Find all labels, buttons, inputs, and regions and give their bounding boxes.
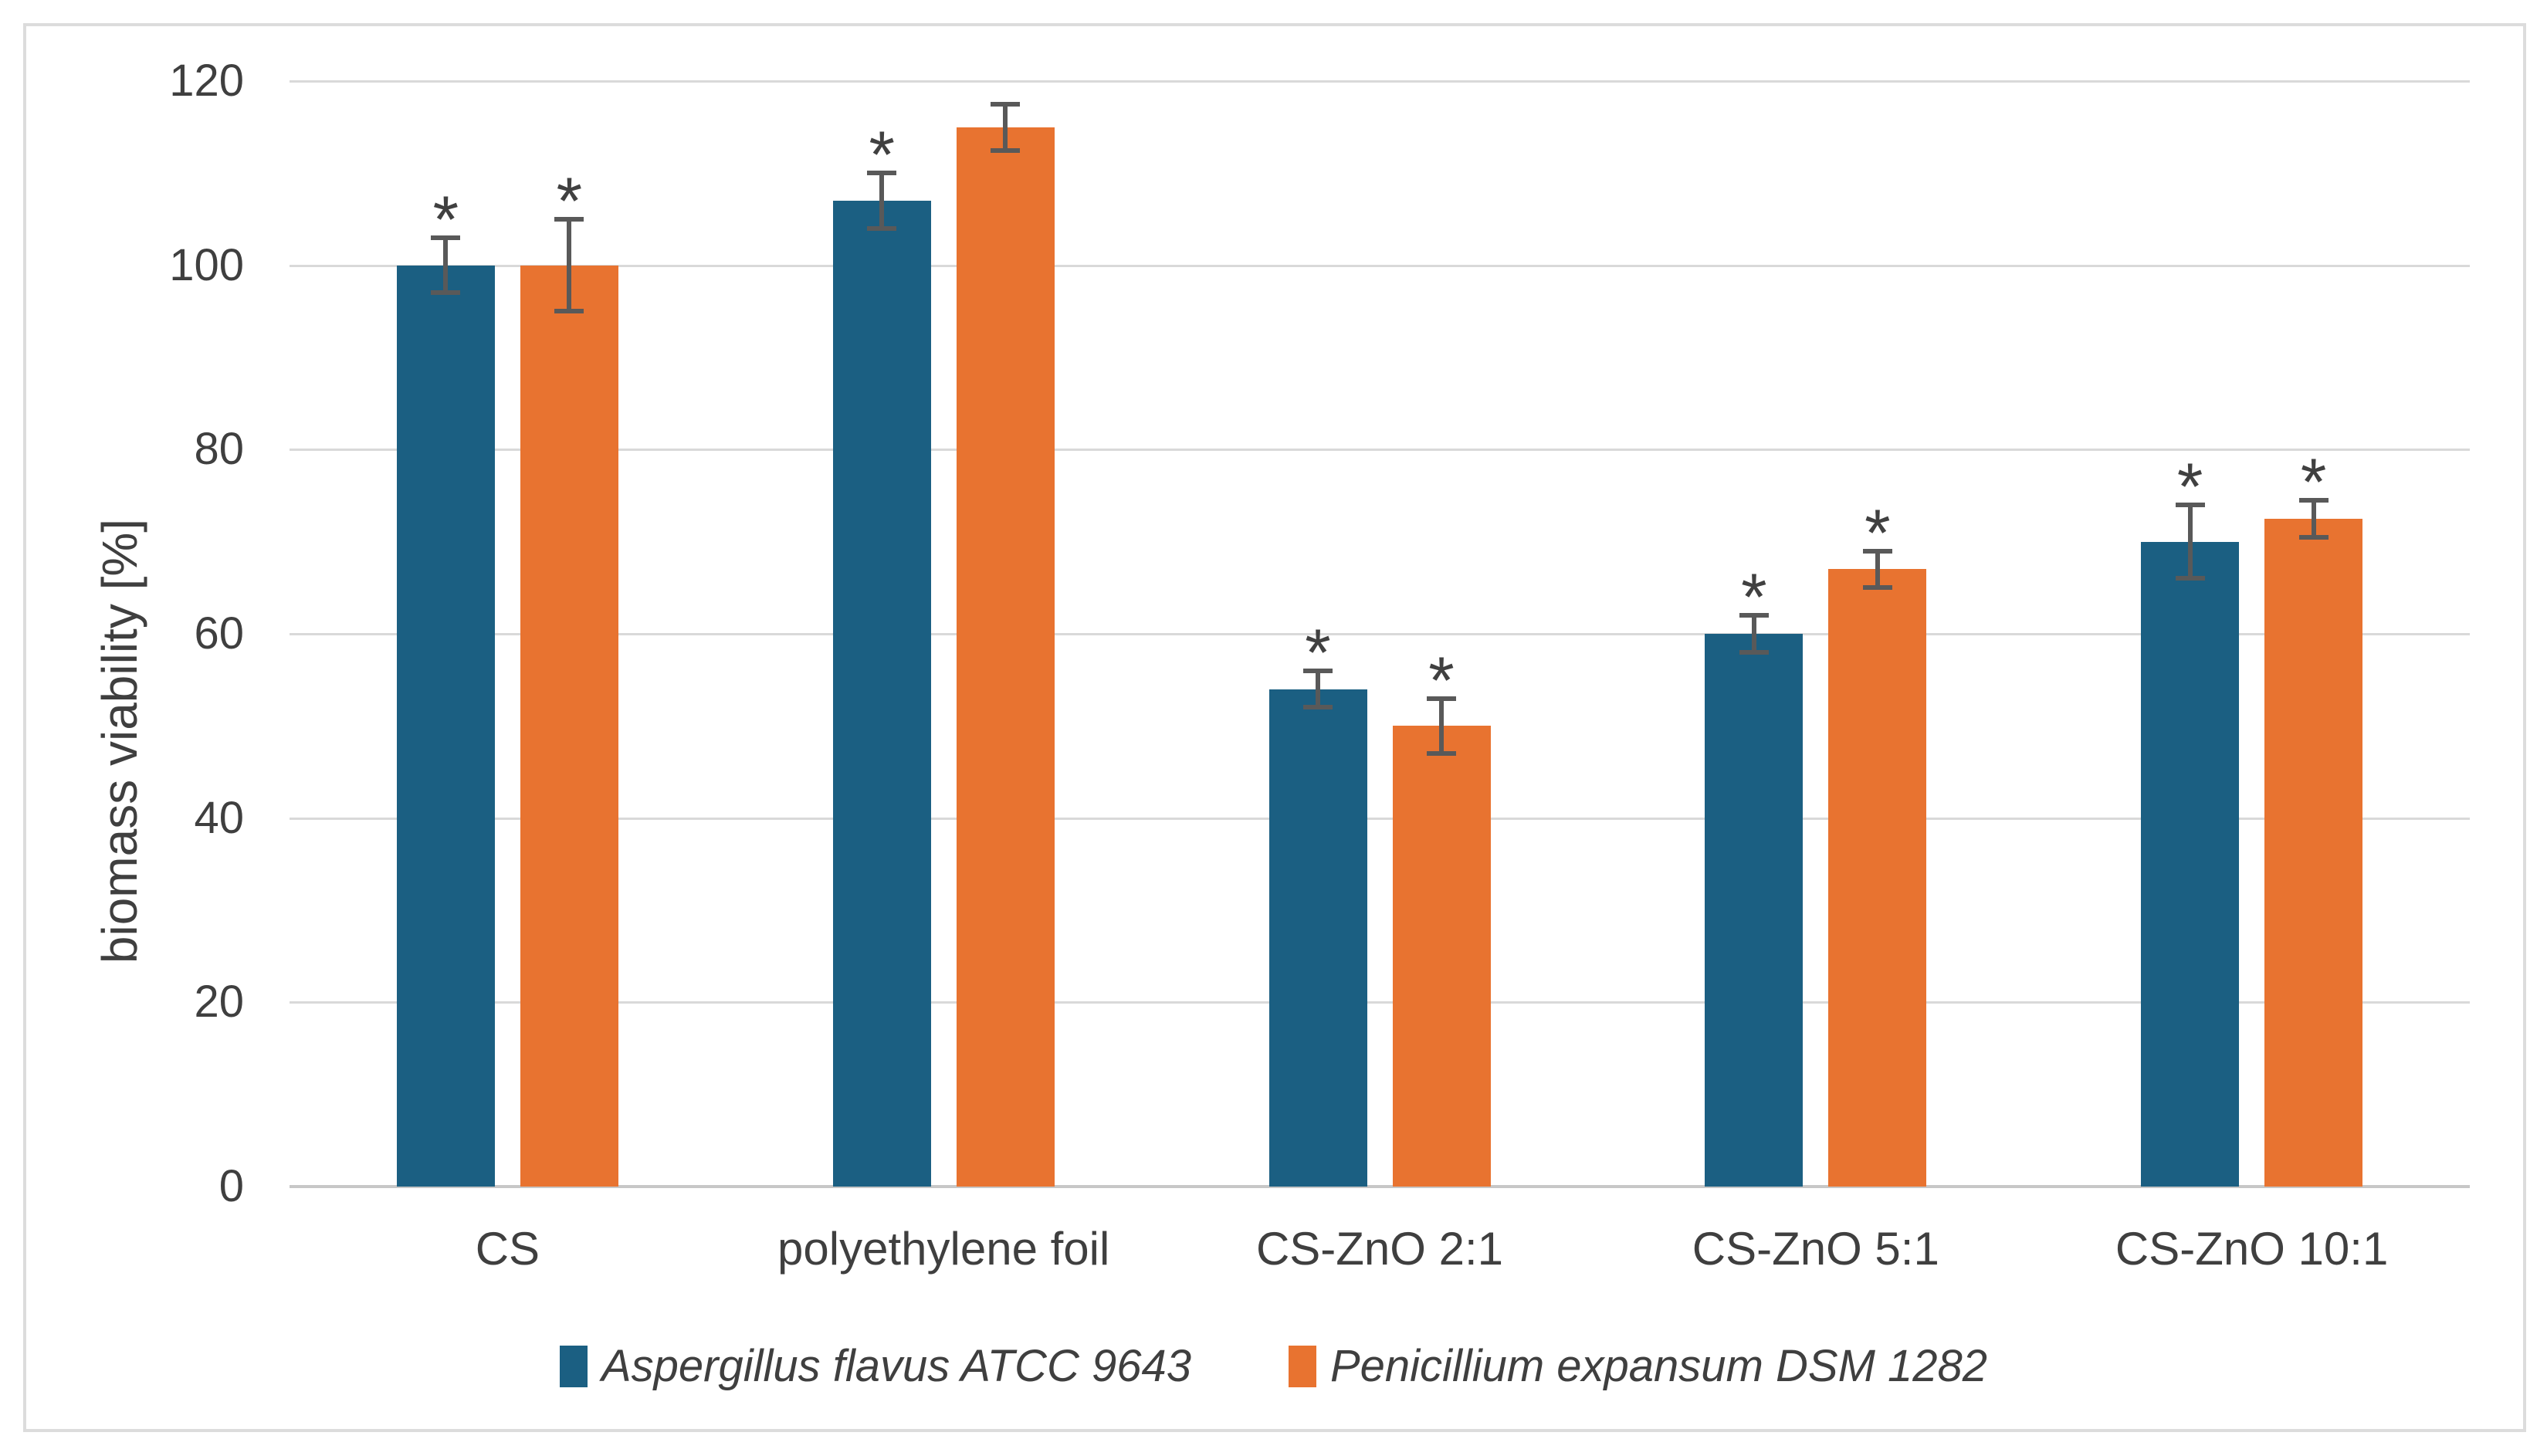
gridline — [290, 264, 2470, 267]
x-category-label: CS-ZnO 10:1 — [2115, 1223, 2389, 1275]
significance-asterisk: * — [556, 164, 583, 239]
significance-asterisk: * — [869, 118, 895, 193]
bar-series2 — [520, 265, 618, 1187]
y-tick-label: 60 — [194, 608, 244, 659]
error-bar-cap-bottom — [867, 225, 897, 231]
error-bar-cap-bottom — [2298, 534, 2329, 540]
error-bar — [879, 173, 885, 229]
x-category-label: CS-ZnO 5:1 — [1692, 1223, 1939, 1275]
error-bar-cap-bottom — [1427, 751, 1456, 757]
y-tick-label: 120 — [169, 56, 244, 106]
significance-asterisk: * — [2300, 445, 2327, 520]
bar-series1 — [2141, 541, 2240, 1187]
error-bar-cap-bottom — [1862, 585, 1892, 591]
bar-series2 — [1392, 726, 1491, 1187]
gridline — [290, 80, 2470, 83]
error-bar — [567, 219, 572, 312]
error-bar-cap-top — [431, 235, 461, 240]
error-bar-cap-top — [1862, 548, 1892, 554]
x-category-label: CS-ZnO 2:1 — [1255, 1223, 1504, 1275]
error-bar-cap-top — [991, 101, 1021, 107]
legend-item-series1: Aspergillus flavus ATCC 9643 — [559, 1341, 1191, 1391]
y-tick-label: 100 — [169, 239, 244, 290]
y-tick-label: 20 — [194, 977, 244, 1028]
legend-label: Penicillium expansum DSM 1282 — [1329, 1341, 1988, 1391]
bar-series2 — [1828, 569, 1927, 1187]
error-bar — [443, 237, 449, 293]
bar-series2 — [2264, 518, 2363, 1187]
bar-series1 — [396, 265, 495, 1187]
error-bar-cap-bottom — [1739, 649, 1769, 655]
bar-series1 — [1268, 689, 1367, 1187]
significance-asterisk: * — [1741, 560, 1767, 635]
gridline — [290, 633, 2470, 635]
y-axis-title: biomass viability [%] — [92, 518, 147, 964]
error-bar — [1875, 550, 1880, 588]
error-bar — [1316, 670, 1320, 708]
significance-asterisk: * — [1428, 643, 1455, 718]
error-bar — [1439, 698, 1444, 754]
significance-asterisk: * — [1865, 496, 1891, 571]
error-bar-cap-top — [554, 217, 584, 222]
x-category-label: polyethylene foil — [777, 1223, 1110, 1275]
error-bar-cap-bottom — [991, 147, 1021, 153]
error-bar — [2187, 504, 2193, 579]
error-bar — [2311, 499, 2316, 537]
y-tick-label: 80 — [194, 424, 244, 475]
error-bar-cap-top — [2298, 497, 2329, 503]
legend-swatch — [1288, 1346, 1316, 1387]
x-category-label: CS — [475, 1223, 540, 1275]
y-tick-label: 0 — [218, 1161, 244, 1211]
error-bar-cap-top — [1739, 613, 1769, 618]
legend-label: Aspergillus flavus ATCC 9643 — [601, 1341, 1191, 1391]
bar-series2 — [956, 127, 1055, 1187]
error-bar-cap-top — [1427, 696, 1456, 701]
error-bar-cap-bottom — [2175, 576, 2205, 581]
error-bar — [1003, 103, 1008, 151]
error-bar-cap-bottom — [431, 290, 461, 296]
gridline — [290, 449, 2470, 452]
significance-asterisk: * — [432, 182, 459, 257]
legend-swatch — [559, 1346, 588, 1387]
significance-asterisk: * — [1305, 615, 1331, 690]
gridline — [290, 1001, 2470, 1004]
error-bar-cap-top — [1303, 668, 1333, 673]
bar-series1 — [1705, 634, 1804, 1187]
significance-asterisk: * — [2176, 449, 2203, 524]
error-bar-cap-top — [2175, 502, 2205, 507]
legend-item-series2: Penicillium expansum DSM 1282 — [1288, 1341, 1988, 1391]
error-bar-cap-bottom — [1303, 705, 1333, 710]
gridline — [290, 817, 2470, 820]
error-bar-cap-top — [867, 171, 897, 176]
y-tick-label: 40 — [194, 792, 244, 843]
chart-legend: Aspergillus flavus ATCC 9643 Penicillium … — [0, 1342, 2547, 1391]
bar-series1 — [832, 201, 931, 1187]
error-bar-cap-bottom — [554, 309, 584, 314]
error-bar — [1751, 615, 1756, 652]
x-axis-line — [290, 1185, 2470, 1188]
